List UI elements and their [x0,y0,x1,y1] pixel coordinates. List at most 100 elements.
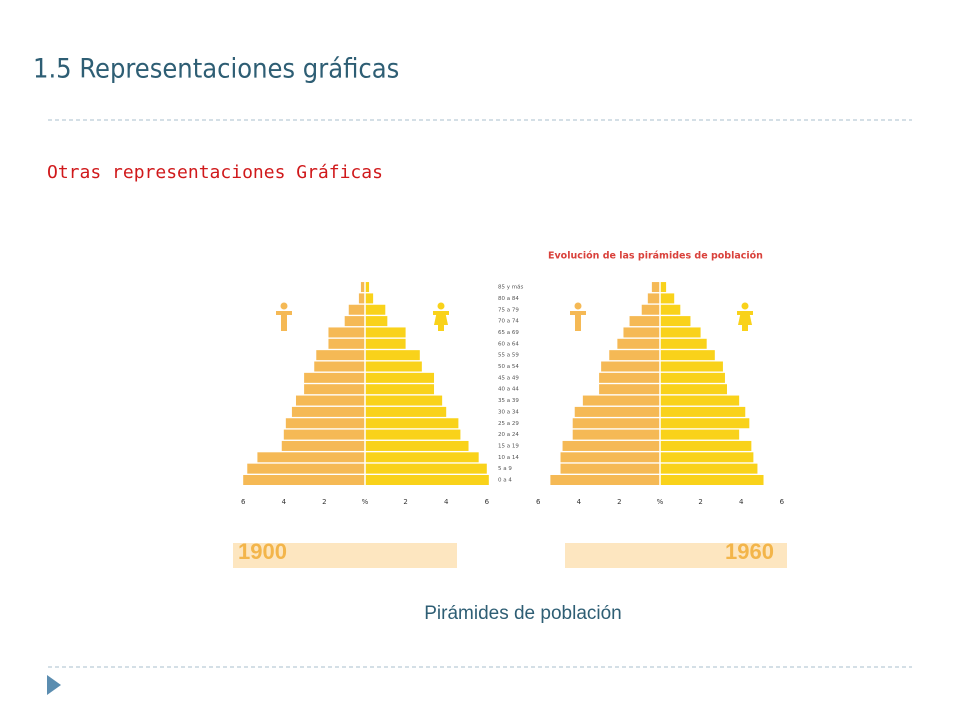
bar [574,406,660,417]
bar [660,429,740,440]
age-label: 75 a 79 [498,307,519,313]
bar [365,463,487,474]
x-tick-label: 2 [617,498,621,506]
x-tick-label: 2 [322,498,326,506]
age-label: 70 a 74 [498,319,519,325]
bar [550,475,660,485]
bar [257,452,365,463]
subtitle: Otras representaciones Gráficas [47,162,383,183]
x-tick-label: 6 [485,498,490,506]
age-label: 55 a 59 [498,353,519,359]
bar [365,475,489,485]
caption: Pirámides de población [424,603,622,624]
bar [304,372,365,383]
age-label: 10 a 14 [498,455,519,461]
year-band [565,543,787,568]
x-tick-label: 4 [577,498,582,506]
bar [660,384,727,395]
x-tick-label: 4 [444,498,449,506]
bar [660,304,681,315]
bar [365,293,374,304]
bar [314,361,365,372]
bar [660,452,754,463]
bar [660,327,701,338]
bar [285,418,365,429]
bar [623,327,660,338]
age-label: 15 a 19 [498,443,519,449]
bar [660,406,746,417]
bar [601,361,660,372]
bar [660,338,707,349]
bar [316,350,365,361]
bar [358,293,365,304]
bar [641,304,660,315]
x-tick-label: % [657,498,664,506]
bar [599,372,660,383]
bar [647,293,660,304]
bar [660,372,725,383]
bar [365,350,420,361]
bar [365,282,370,293]
x-tick-label: 6 [536,498,541,506]
x-tick-label: 4 [739,498,744,506]
bar [295,395,365,406]
bar [365,418,459,429]
bar [582,395,660,406]
age-label: 35 a 39 [498,398,519,404]
bar [660,316,691,327]
x-tick-label: % [362,498,369,506]
bar [328,327,365,338]
bar [629,316,660,327]
age-label: 0 a 4 [498,478,512,484]
bar [365,384,435,395]
age-label: 20 a 24 [498,432,519,438]
age-label: 45 a 49 [498,375,519,381]
female-icon [433,302,753,331]
bar [609,350,660,361]
age-label: 85 y más [498,284,523,291]
year-label: 1960 [725,539,774,564]
age-label: 60 a 64 [498,341,519,347]
bar [562,440,660,451]
bar [365,406,447,417]
bar [660,475,764,485]
bar [365,327,406,338]
bar [660,463,758,474]
bar [660,361,723,372]
bar [365,361,422,372]
bar [660,350,715,361]
figure-title: Evolución de las pirámides de población [548,251,763,262]
bullet [47,675,61,695]
x-tick-label: 4 [282,498,287,506]
slide-title: 1.5 Representaciones gráficas [33,54,399,85]
bar [365,316,388,327]
bar [572,429,660,440]
bar [660,395,740,406]
bar [283,429,365,440]
bar [365,338,406,349]
bar [243,475,365,485]
bar [660,440,752,451]
bar [560,452,660,463]
bar [660,418,750,429]
bar [365,395,443,406]
bar [328,338,365,349]
bar [365,304,386,315]
bar [247,463,365,474]
x-tick-label: 6 [780,498,785,506]
bar [651,282,660,293]
bar [348,304,365,315]
age-label: 65 a 69 [498,330,519,336]
bar [660,293,675,304]
bar [365,440,469,451]
bar [365,372,435,383]
age-label: 40 a 44 [498,387,519,393]
male-icon [276,302,586,331]
bar [560,463,660,474]
bar [617,338,660,349]
year-label: 1900 [238,539,287,564]
bar [572,418,660,429]
year-band [233,543,457,568]
